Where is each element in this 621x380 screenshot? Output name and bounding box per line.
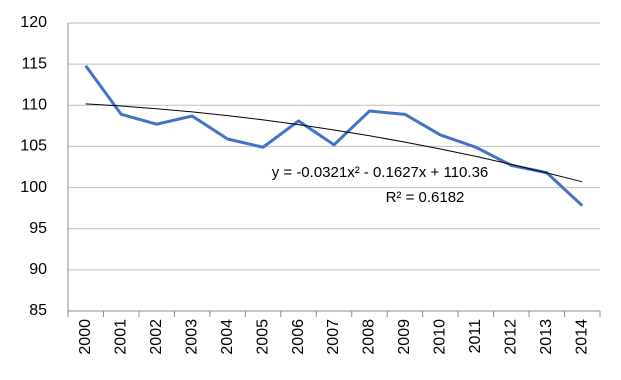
x-tick-label: 2012 xyxy=(503,319,520,355)
r-squared: R² = 0.6182 xyxy=(386,189,465,206)
y-tick-label: 105 xyxy=(20,138,47,155)
y-tick-label: 110 xyxy=(21,97,47,114)
y-tick-label: 95 xyxy=(29,220,47,237)
y-tick-label: 100 xyxy=(20,179,47,196)
trend-equation: y = -0.0321x² - 0.1627x + 110.36 xyxy=(272,164,489,181)
y-tick-label: 115 xyxy=(21,55,47,72)
y-tick-label: 120 xyxy=(20,14,47,31)
data-line xyxy=(84,64,584,207)
x-tick-label: 2006 xyxy=(290,319,307,355)
x-tick-label: 2008 xyxy=(361,319,378,355)
y-tick-label: 90 xyxy=(29,261,47,278)
x-tick-label: 2005 xyxy=(254,319,271,355)
x-tick-label: 2000 xyxy=(77,319,94,355)
trend-line xyxy=(85,103,583,183)
x-tick-label: 2002 xyxy=(148,319,165,355)
x-tick-label: 2014 xyxy=(573,319,590,355)
y-tick-label: 85 xyxy=(29,302,47,319)
x-tick-label: 2011 xyxy=(467,319,484,354)
x-tick-label: 2013 xyxy=(538,319,555,355)
x-tick-label: 2001 xyxy=(112,319,129,355)
x-tick-label: 2003 xyxy=(183,319,200,355)
x-tick-label: 2007 xyxy=(325,319,342,355)
x-tick-label: 2009 xyxy=(396,319,413,355)
x-tick-label: 2010 xyxy=(432,319,449,355)
x-tick-label: 2004 xyxy=(219,319,236,355)
